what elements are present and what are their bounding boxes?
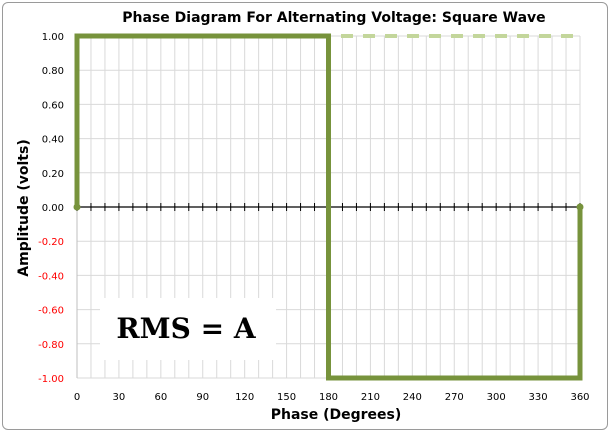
series	[73, 33, 584, 381]
y-tick-label: 1.00	[42, 32, 64, 43]
square-wave-line	[74, 33, 583, 381]
x-axis-title: Phase (Degrees)	[271, 407, 402, 423]
x-tick-label: 30	[113, 392, 126, 403]
x-tick-label: 120	[235, 392, 254, 403]
chart-title: Phase Diagram For Alternating Voltage: S…	[122, 10, 545, 26]
rms-annotation: RMS = A	[116, 312, 256, 345]
y-tick-label: 0.60	[42, 100, 64, 111]
y-tick-label: -0.60	[38, 306, 64, 317]
x-tick-label: 210	[361, 392, 380, 403]
y-tick-label: 0.00	[42, 203, 64, 214]
x-tick-label: 90	[196, 392, 209, 403]
y-tick-labels: 1.00 0.80 0.60 0.40 0.20 0.00 -0.20 -0.40 -0.60 -…	[38, 32, 64, 385]
y-axis-title: Amplitude (volts)	[16, 139, 32, 276]
y-tick-label: -0.80	[38, 340, 64, 351]
rms-annotation-box	[100, 298, 276, 360]
x-tick-label: 0	[74, 392, 80, 403]
x-tick-label: 300	[487, 392, 506, 403]
x-tick-label: 150	[277, 392, 296, 403]
series-point	[576, 203, 584, 211]
x-tick-label: 360	[570, 392, 589, 403]
x-tick-labels: 0 30 60 90 120 150 180 210 240 270 300 330 360	[74, 392, 590, 403]
x-tick-label: 240	[403, 392, 422, 403]
y-tick-label: -0.40	[38, 271, 64, 282]
x-tick-label: 180	[319, 392, 338, 403]
x-tick-label: 60	[154, 392, 167, 403]
x-tick-label: 270	[445, 392, 464, 403]
y-tick-label: 0.80	[42, 66, 64, 77]
y-tick-label: -1.00	[38, 374, 64, 385]
y-tick-label: 0.20	[42, 169, 64, 180]
y-tick-label: 0.40	[42, 135, 64, 146]
series-point	[73, 203, 81, 211]
x-tick-label: 330	[529, 392, 548, 403]
y-tick-label: -0.20	[38, 237, 64, 248]
